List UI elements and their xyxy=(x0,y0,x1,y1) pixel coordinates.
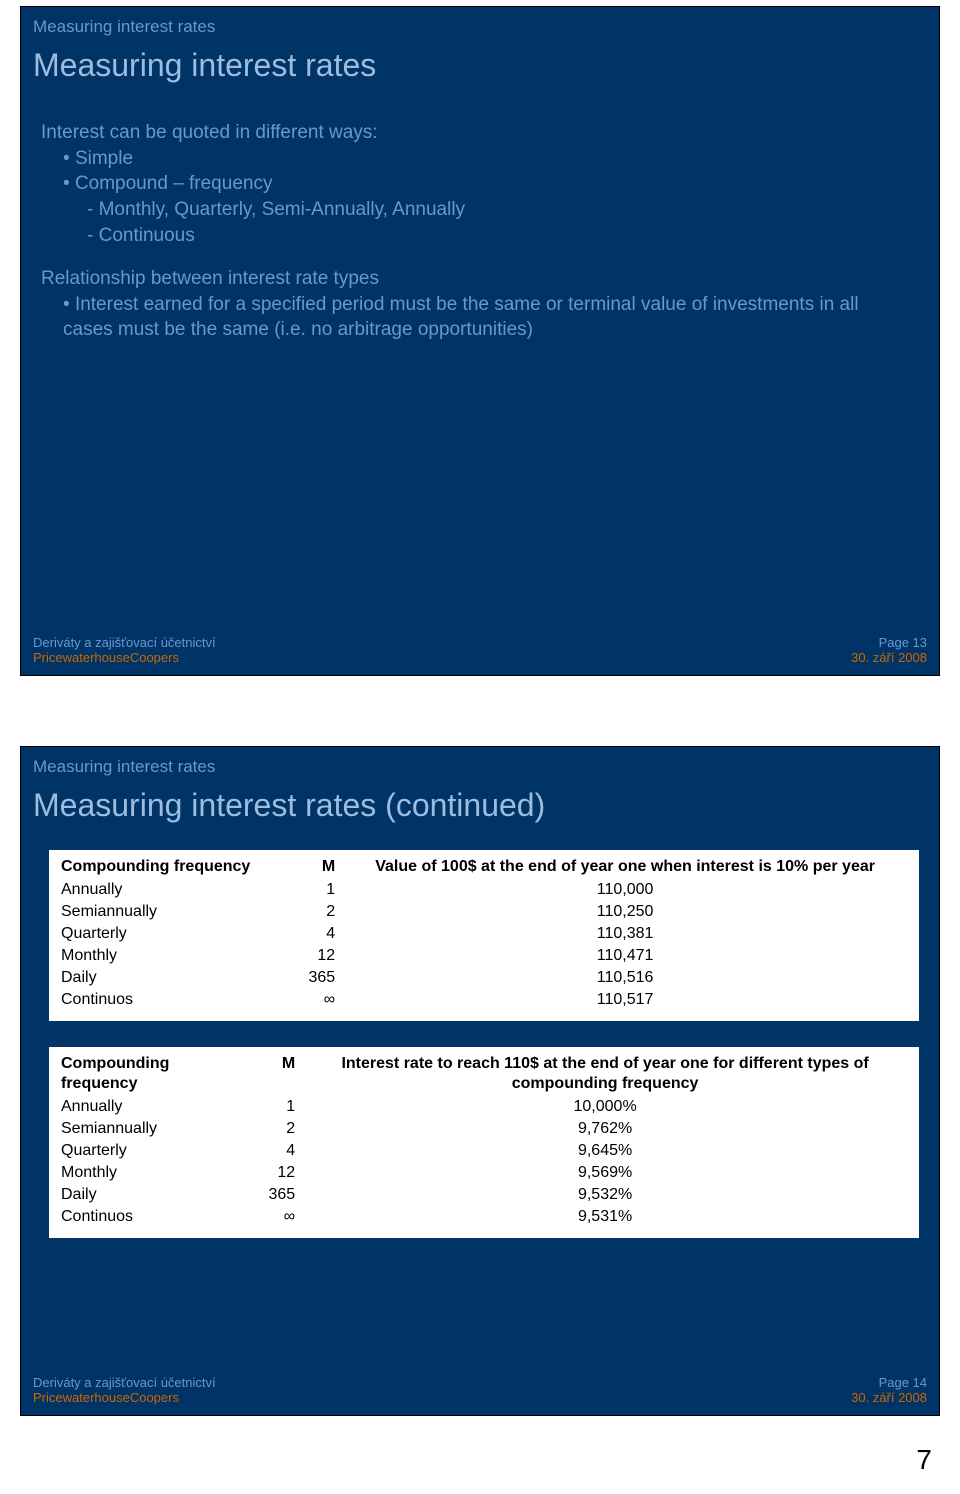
cell-m: 4 xyxy=(239,1140,299,1162)
cell-m: ∞ xyxy=(239,1206,299,1228)
cell-m: 2 xyxy=(279,901,339,923)
cell-frequency: Quarterly xyxy=(57,1140,239,1162)
cell-value: 110,516 xyxy=(339,967,911,989)
cell-frequency: Daily xyxy=(57,967,279,989)
cell-frequency: Semiannually xyxy=(57,1118,239,1140)
table-row: Annually110,000% xyxy=(57,1096,911,1118)
bullet-compound: Compound – frequency xyxy=(63,171,901,197)
th-value: Value of 100$ at the end of year one whe… xyxy=(339,856,911,879)
cell-frequency: Monthly xyxy=(57,1162,239,1184)
footer-company: PricewaterhouseCoopers xyxy=(33,650,216,665)
cell-m: 365 xyxy=(239,1184,299,1206)
cell-frequency: Annually xyxy=(57,1096,239,1118)
cell-value: 9,569% xyxy=(299,1162,911,1184)
footer-company: PricewaterhouseCoopers xyxy=(33,1390,216,1405)
cell-value: 9,532% xyxy=(299,1184,911,1206)
cell-frequency: Continuos xyxy=(57,989,279,1011)
table-value-of-100: Compounding frequency M Value of 100$ at… xyxy=(49,850,919,1021)
table-row: Monthly12110,471 xyxy=(57,945,911,967)
cell-frequency: Semiannually xyxy=(57,901,279,923)
breadcrumb: Measuring interest rates xyxy=(21,747,939,781)
slide-title: Measuring interest rates (continued) xyxy=(21,781,939,842)
cell-value: 9,531% xyxy=(299,1206,911,1228)
footer-course: Deriváty a zajišťovací účetnictví xyxy=(33,1375,216,1390)
cell-value: 110,471 xyxy=(339,945,911,967)
th-m: M xyxy=(239,1053,299,1096)
table-row: Continuos∞110,517 xyxy=(57,989,911,1011)
page-number: 7 xyxy=(916,1444,932,1476)
th-frequency: Compounding frequency xyxy=(57,856,279,879)
table-row: Annually1110,000 xyxy=(57,879,911,901)
cell-m: 1 xyxy=(239,1096,299,1118)
table-row: Semiannually2110,250 xyxy=(57,901,911,923)
bullet-simple: Simple xyxy=(63,146,901,172)
cell-m: 2 xyxy=(239,1118,299,1140)
cell-frequency: Quarterly xyxy=(57,923,279,945)
breadcrumb: Measuring interest rates xyxy=(21,7,939,41)
para-relationship: Relationship between interest rate types xyxy=(41,266,901,292)
table-row: Daily3659,532% xyxy=(57,1184,911,1206)
footer-course: Deriváty a zajišťovací účetnictví xyxy=(33,635,216,650)
th-m: M xyxy=(279,856,339,879)
th-value: Interest rate to reach 110$ at the end o… xyxy=(299,1053,911,1096)
cell-m: 365 xyxy=(279,967,339,989)
slide-title: Measuring interest rates xyxy=(21,41,939,102)
cell-frequency: Daily xyxy=(57,1184,239,1206)
intro-text: Interest can be quoted in different ways… xyxy=(41,120,901,146)
slide-body: Interest can be quoted in different ways… xyxy=(21,120,939,343)
table-row: Quarterly4110,381 xyxy=(57,923,911,945)
cell-frequency: Monthly xyxy=(57,945,279,967)
table-row: Monthly129,569% xyxy=(57,1162,911,1184)
cell-value: 110,250 xyxy=(339,901,911,923)
footer-date: 30. září 2008 xyxy=(851,650,927,665)
footer-page: Page 13 xyxy=(851,635,927,650)
table-row: Continuos∞9,531% xyxy=(57,1206,911,1228)
cell-frequency: Continuos xyxy=(57,1206,239,1228)
cell-m: 4 xyxy=(279,923,339,945)
cell-value: 110,000 xyxy=(339,879,911,901)
cell-m: 12 xyxy=(239,1162,299,1184)
cell-frequency: Annually xyxy=(57,879,279,901)
slide-14: Measuring interest rates Measuring inter… xyxy=(20,746,940,1416)
cell-value: 10,000% xyxy=(299,1096,911,1118)
cell-m: 1 xyxy=(279,879,339,901)
table-row: Semiannually29,762% xyxy=(57,1118,911,1140)
bullet-arbitrage: Interest earned for a specified period m… xyxy=(63,292,901,343)
table-rate-to-reach-110: Compounding frequency M Interest rate to… xyxy=(49,1047,919,1238)
cell-value: 9,645% xyxy=(299,1140,911,1162)
slide-footer: Deriváty a zajišťovací účetnictví Pricew… xyxy=(33,1375,927,1405)
cell-value: 110,381 xyxy=(339,923,911,945)
table-row: Daily365110,516 xyxy=(57,967,911,989)
slide-footer: Deriváty a zajišťovací účetnictví Pricew… xyxy=(33,635,927,665)
cell-m: ∞ xyxy=(279,989,339,1011)
footer-page: Page 14 xyxy=(851,1375,927,1390)
slide-13: Measuring interest rates Measuring inter… xyxy=(20,6,940,676)
cell-value: 110,517 xyxy=(339,989,911,1011)
cell-value: 9,762% xyxy=(299,1118,911,1140)
footer-date: 30. září 2008 xyxy=(851,1390,927,1405)
subbullet-continuous: Continuous xyxy=(87,223,901,249)
th-frequency: Compounding frequency xyxy=(57,1053,239,1096)
table-row: Quarterly49,645% xyxy=(57,1140,911,1162)
subbullet-frequencies: Monthly, Quarterly, Semi-Annually, Annua… xyxy=(87,197,901,223)
cell-m: 12 xyxy=(279,945,339,967)
